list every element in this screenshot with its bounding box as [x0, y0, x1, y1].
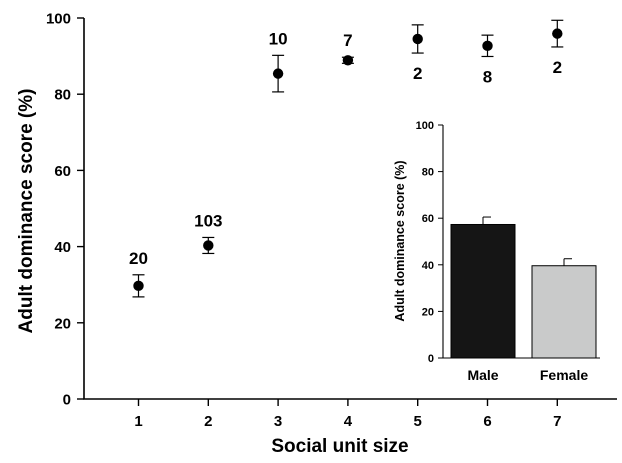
x-tick-label: 6 — [483, 413, 491, 430]
inset-y-tick-label: 40 — [422, 260, 434, 272]
y-tick-label: 40 — [54, 239, 71, 256]
y-tick-label: 100 — [46, 11, 71, 28]
x-tick-label: 1 — [134, 413, 142, 430]
sample-size-label: 2 — [413, 64, 422, 83]
inset-category-label: Female — [540, 367, 588, 383]
data-point — [412, 33, 423, 45]
data-point — [272, 68, 284, 79]
data-point — [552, 28, 563, 39]
inset-y-axis-ticks: 0 20 40 60 80 100 — [416, 120, 443, 365]
x-axis-title: Social unit size — [271, 436, 408, 457]
x-tick-label: 5 — [414, 413, 422, 430]
y-axis-title: Adult dominance score (%) — [16, 89, 37, 334]
sample-size-label: 103 — [194, 211, 222, 230]
inset-y-tick-label: 80 — [422, 167, 434, 179]
inset-y-axis-title: Adult dominance score (%) — [393, 160, 407, 321]
data-points: 20 103 10 7 2 8 2 — [129, 19, 564, 298]
data-point — [203, 240, 214, 251]
sample-size-label: 8 — [483, 67, 492, 86]
inset-y-tick-label: 20 — [422, 306, 434, 318]
sample-size-label: 20 — [129, 249, 148, 268]
bar — [531, 265, 597, 359]
inset-bars: Male Female — [450, 216, 597, 383]
sample-size-label: 7 — [343, 31, 352, 50]
x-tick-label: 7 — [553, 413, 561, 430]
y-tick-label: 20 — [54, 315, 71, 332]
inset-y-tick-label: 100 — [416, 120, 434, 132]
data-point — [133, 280, 144, 292]
y-tick-label: 60 — [54, 163, 71, 180]
x-tick-label: 3 — [274, 413, 282, 430]
x-axis-ticks: 1 2 3 4 5 6 7 — [134, 399, 561, 430]
main-plot: 0 20 40 60 80 100 1 2 3 4 5 6 7 20 103 10 7 2 8 2 Social … — [16, 11, 617, 457]
y-tick-label: 0 — [63, 392, 71, 409]
inset-y-tick-label: 0 — [428, 353, 434, 365]
data-point — [342, 55, 354, 66]
x-tick-label: 2 — [204, 413, 212, 430]
inset-y-tick-label: 60 — [422, 213, 434, 225]
inset-category-label: Male — [467, 367, 498, 383]
sample-size-label: 10 — [269, 29, 288, 48]
x-tick-label: 4 — [344, 413, 353, 430]
data-point — [482, 40, 493, 52]
y-axis-ticks: 0 20 40 60 80 100 — [46, 11, 84, 409]
y-tick-label: 80 — [54, 87, 71, 104]
inset-bar-chart: 0 20 40 60 80 100 Male Female Adult dominance … — [393, 120, 600, 383]
sample-size-label: 2 — [553, 58, 562, 77]
bar — [450, 223, 516, 359]
